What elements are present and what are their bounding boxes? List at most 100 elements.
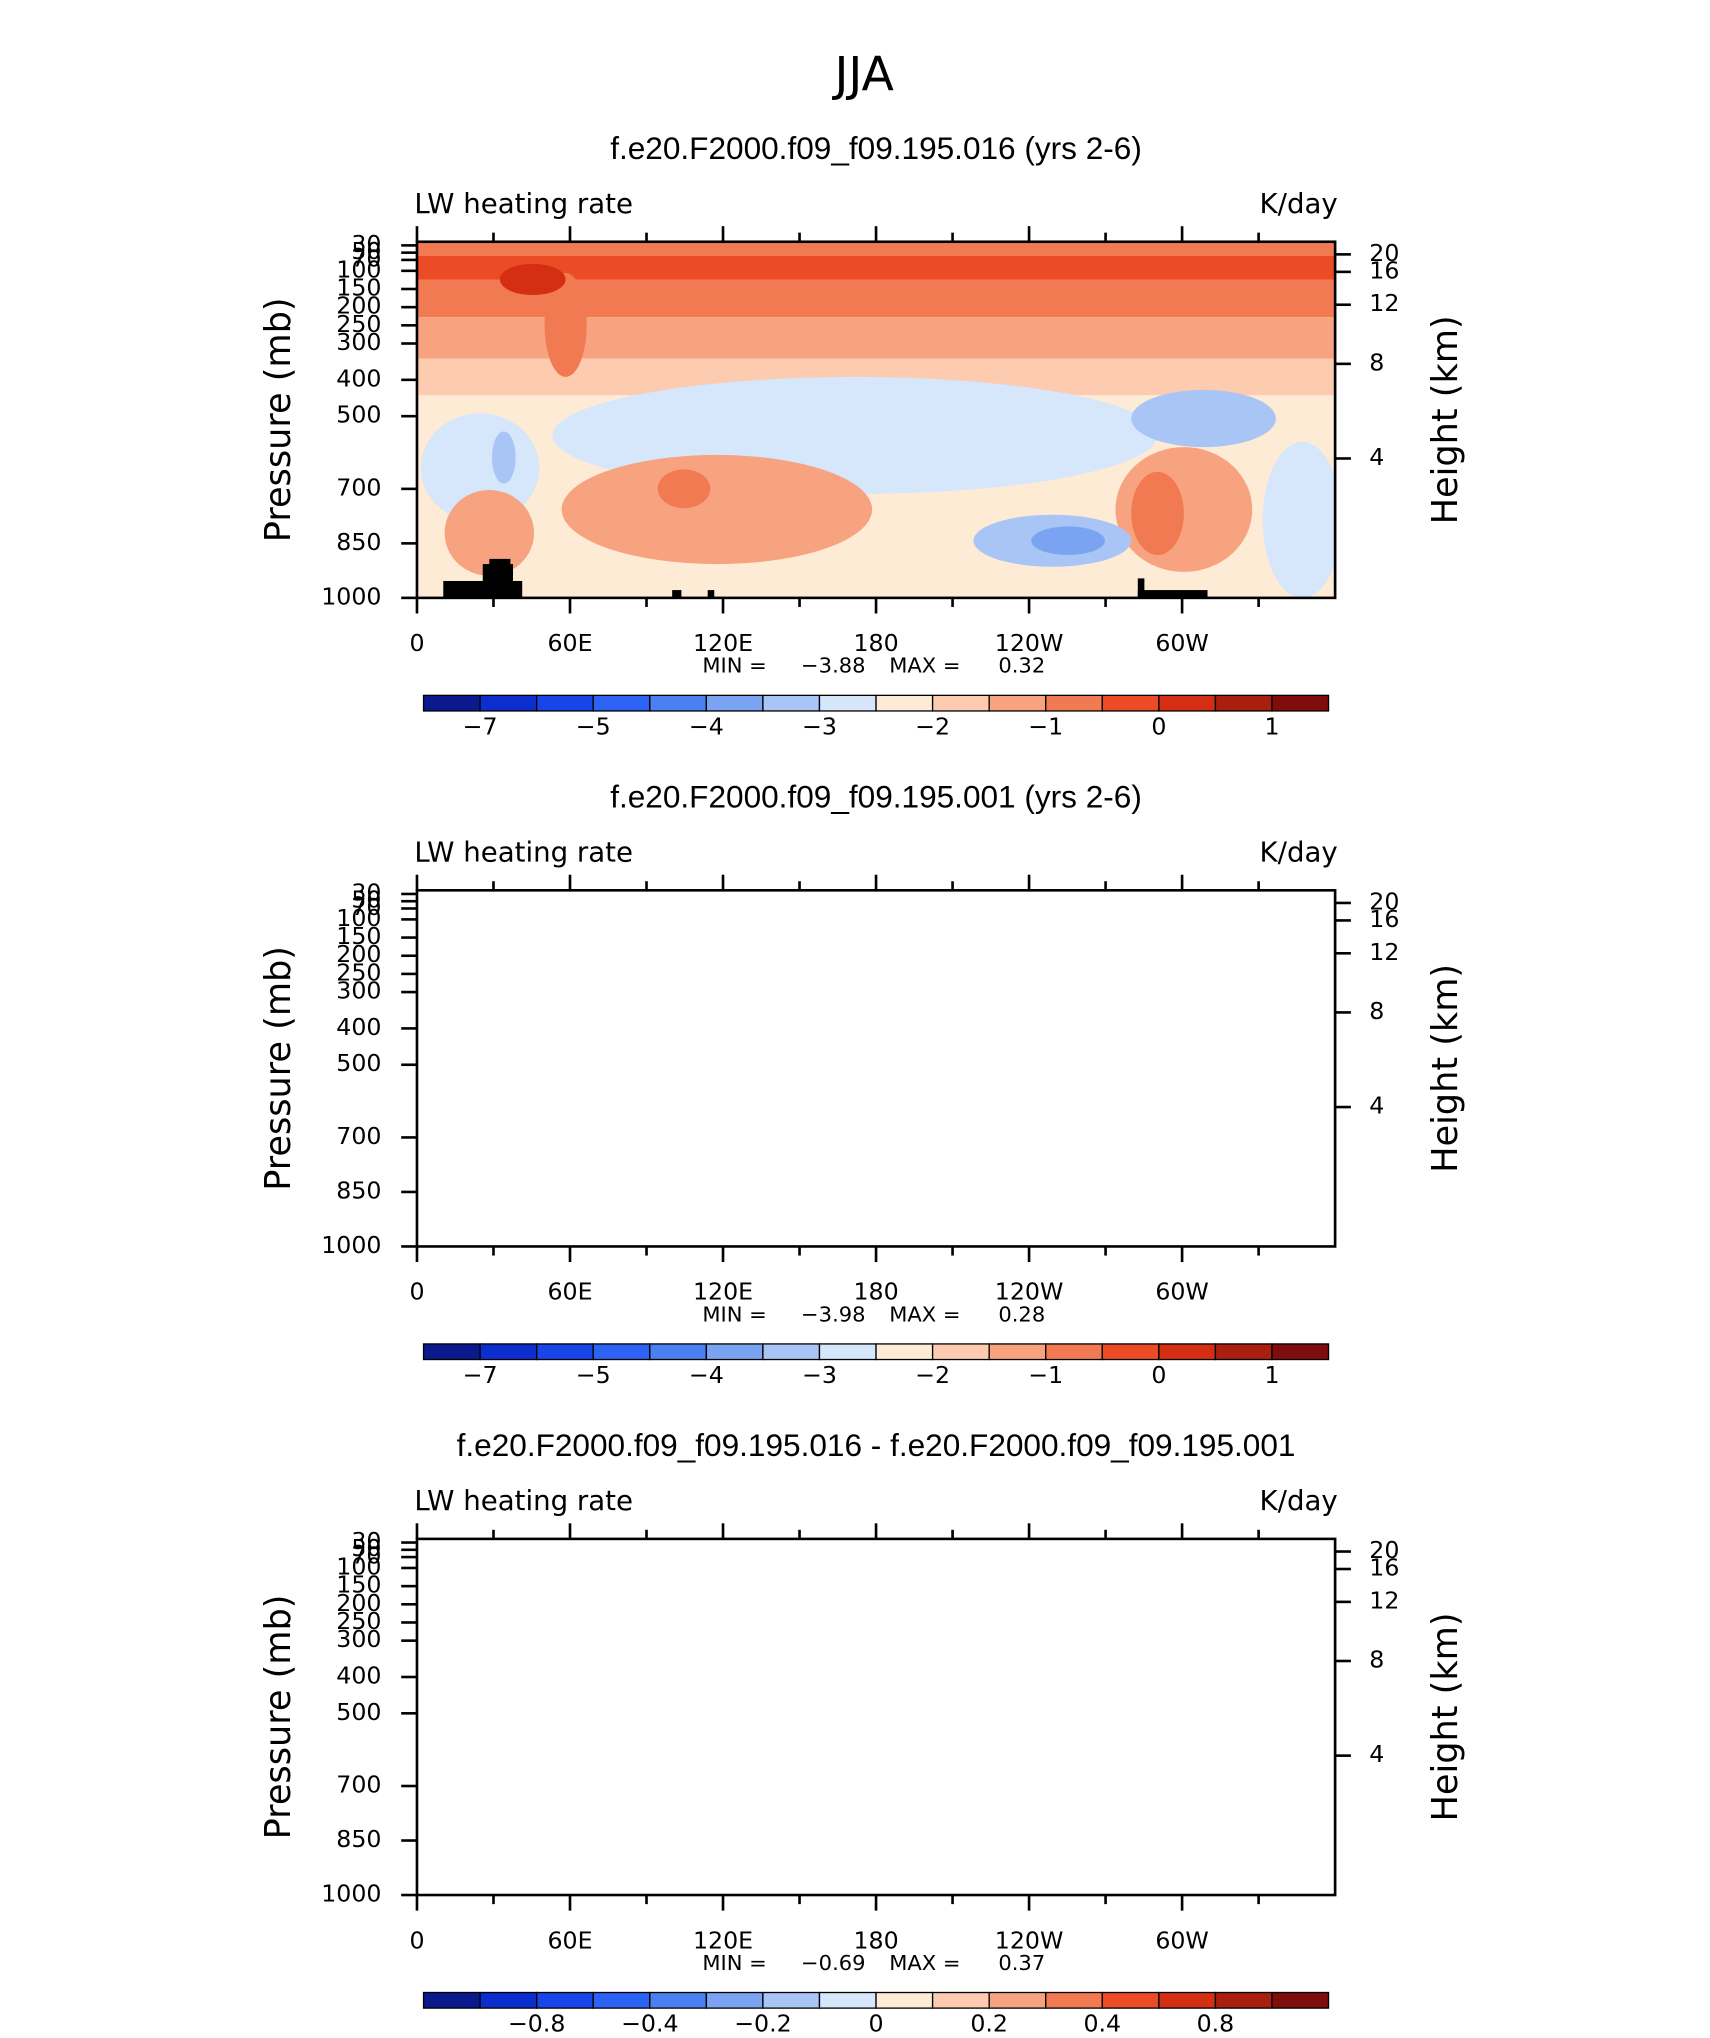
colorbar-label: −4 xyxy=(689,712,724,740)
y-axis-label: Pressure (mb) xyxy=(258,1595,299,1840)
colorbar-box xyxy=(536,1343,594,1361)
colorbar-box xyxy=(762,1991,821,2009)
figure-title: JJA xyxy=(831,48,894,103)
colorbar-box xyxy=(1214,694,1273,712)
topography xyxy=(672,590,682,598)
x-tick-label: 180 xyxy=(853,1926,898,1954)
y-tick-label: 50 xyxy=(351,1534,381,1562)
y2-axis-label: Height (km) xyxy=(1425,964,1466,1173)
y-tick-label: 50 xyxy=(351,886,381,914)
contour-fill xyxy=(418,1629,528,1863)
colorbar-label: 1 xyxy=(1264,1361,1279,1389)
contour-fill xyxy=(545,922,587,1026)
plot-frame xyxy=(415,1537,1337,1897)
colorbar-label: −2 xyxy=(915,1361,950,1389)
y-tick-label: 150 xyxy=(336,922,381,950)
x-tick-label: 180 xyxy=(853,1278,898,1306)
contour-fill xyxy=(417,890,1335,965)
colorbar-label: 0 xyxy=(1151,712,1166,740)
contour-fill xyxy=(1184,1648,1342,1804)
y2-axis-label: Height (km) xyxy=(1425,1612,1466,1821)
colorbar-label: −0.2 xyxy=(734,2010,791,2038)
topography xyxy=(443,1878,522,1895)
colorbar-box xyxy=(649,1343,708,1361)
contour-fill xyxy=(1031,526,1105,555)
x-tick-label: 120E xyxy=(693,629,753,657)
colorbar-box xyxy=(875,1991,934,2009)
y-tick-label: 30 xyxy=(351,1527,381,1555)
colorbar-label: −1 xyxy=(1028,712,1063,740)
contour-fill xyxy=(499,263,566,296)
contour-fill xyxy=(417,1539,1335,1895)
contour-fill xyxy=(973,1163,1131,1215)
y-tick-label: 50 xyxy=(351,237,381,265)
colorbar-box xyxy=(536,1991,594,2009)
y2-tick-label: 20 xyxy=(1369,888,1399,916)
y2-tick-label: 20 xyxy=(1369,239,1399,267)
contour-fill xyxy=(651,1622,717,1674)
field xyxy=(417,890,1342,1246)
colorbar-label: −7 xyxy=(463,1361,498,1389)
topography xyxy=(483,1213,513,1247)
colorbar-label: −0.8 xyxy=(508,2010,565,2038)
y2-tick-label: 12 xyxy=(1369,1586,1399,1614)
colorbar-box xyxy=(1271,1343,1330,1361)
colorbar-box xyxy=(705,1343,764,1361)
y2-tick-label: 8 xyxy=(1369,1646,1384,1674)
contour-fill xyxy=(658,1118,711,1157)
y-tick-label: 100 xyxy=(336,1553,381,1581)
topography xyxy=(1138,1227,1145,1246)
contour-fill xyxy=(444,490,535,576)
colorbar-box xyxy=(1271,694,1330,712)
topography xyxy=(489,558,511,598)
contour-fill xyxy=(414,1709,467,1756)
y2-tick-label: 12 xyxy=(1369,289,1399,317)
min-label: MIN = xyxy=(702,1951,766,1975)
colorbar-box xyxy=(762,1343,821,1361)
y-tick-label: 500 xyxy=(336,1049,381,1077)
max-value: 0.28 xyxy=(998,1302,1045,1326)
contour-fill xyxy=(1131,1120,1184,1203)
y2-tick-label: 16 xyxy=(1369,256,1399,284)
panel-title: f.e20.F2000.f09_f09.195.016 (yrs 2-6) xyxy=(610,131,1142,166)
colorbar-box xyxy=(422,1991,481,2009)
y2-tick-label: 16 xyxy=(1369,1554,1399,1582)
colorbar-box xyxy=(1101,1343,1160,1361)
contour-fill xyxy=(1144,1638,1170,1711)
y-tick-label: 1000 xyxy=(321,1231,381,1259)
colorbar-box xyxy=(592,694,651,712)
y2-tick-label: 8 xyxy=(1369,997,1384,1025)
contour-fill xyxy=(492,1080,516,1132)
contour-fill xyxy=(730,1644,796,1717)
contour-fill xyxy=(1131,389,1276,448)
y-tick-label: 1000 xyxy=(321,582,381,610)
colorbar-box xyxy=(705,1991,764,2009)
y-tick-label: 70 xyxy=(351,1542,381,1570)
colorbar-box xyxy=(479,1991,538,2009)
contour-fill xyxy=(579,1668,1131,1876)
x-tick-label: 0 xyxy=(409,629,424,657)
y-axis-label: Pressure (mb) xyxy=(258,297,299,542)
y-tick-label: 150 xyxy=(336,1571,381,1599)
topography xyxy=(489,1207,510,1246)
colorbar-label: −4 xyxy=(689,1361,724,1389)
contour-fill xyxy=(552,1574,578,1683)
colorbar-label: −5 xyxy=(576,1361,611,1389)
colorbar-box xyxy=(931,1343,990,1361)
topography xyxy=(707,590,715,598)
colorbar-label: −5 xyxy=(576,712,611,740)
x-tick-label: 60E xyxy=(547,1926,592,1954)
x-tick-label: 60E xyxy=(547,1278,592,1306)
right-label: K/day xyxy=(1260,838,1338,869)
plot-frame xyxy=(415,889,1337,1248)
contour-fill xyxy=(561,454,873,565)
contour-fill xyxy=(445,1139,534,1225)
colorbar-label: 0.4 xyxy=(1083,2010,1121,2038)
colorbar-box xyxy=(1045,1343,1103,1361)
panel-title: f.e20.F2000.f09_f09.195.016 - f.e20.F200… xyxy=(457,1428,1296,1463)
y-tick-label: 500 xyxy=(336,401,381,429)
y2-tick-label: 20 xyxy=(1369,1536,1399,1564)
topography xyxy=(489,1856,510,1895)
colorbar-box xyxy=(1101,694,1160,712)
topography xyxy=(1138,1876,1145,1895)
